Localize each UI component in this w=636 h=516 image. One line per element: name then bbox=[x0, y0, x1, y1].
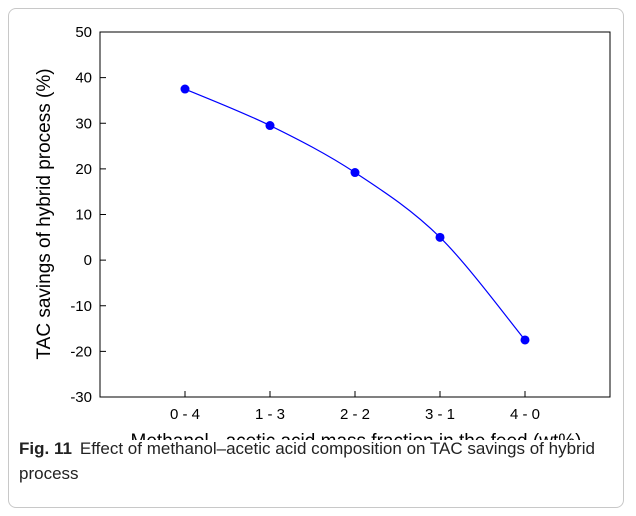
data-point bbox=[180, 84, 190, 94]
y-tick-label: 10 bbox=[75, 207, 92, 224]
figure-caption: Fig. 11 Effect of methanol–acetic acid co… bbox=[19, 436, 619, 486]
x-tick-label: 3 - 1 bbox=[425, 406, 455, 423]
y-tick-label: 0 bbox=[84, 252, 92, 269]
y-tick-label: 30 bbox=[75, 115, 92, 132]
y-tick-label: -20 bbox=[70, 343, 92, 360]
y-tick-label: -30 bbox=[70, 389, 92, 406]
data-point bbox=[265, 121, 275, 131]
x-tick-label: 2 - 2 bbox=[340, 406, 370, 423]
y-tick-label: -10 bbox=[70, 298, 92, 315]
y-tick-label: 50 bbox=[75, 24, 92, 41]
series-points bbox=[180, 84, 530, 345]
plot-area bbox=[99, 31, 611, 398]
caption-text: Effect of methanol–acetic acid compositi… bbox=[19, 439, 595, 483]
x-tick-label: 0 - 4 bbox=[170, 406, 200, 423]
line-chart: -30 -20 -10 0 10 20 30 40 50 0 - 4 1 - 3 2 - 2 3 - … bbox=[34, 24, 611, 440]
x-tick-label: 1 - 3 bbox=[255, 406, 285, 423]
data-point bbox=[435, 232, 445, 242]
x-axis: 0 - 4 1 - 3 2 - 2 3 - 1 4 - 0 bbox=[170, 391, 540, 423]
data-point bbox=[520, 335, 530, 345]
y-tick-label: 40 bbox=[75, 70, 92, 87]
series-line bbox=[184, 88, 526, 341]
y-axis-label: TAC savings of hybrid process (%) bbox=[34, 68, 55, 359]
figure-frame bbox=[8, 8, 624, 508]
x-axis-label: Methanol - acetic acid mass fraction in … bbox=[131, 431, 582, 440]
data-point bbox=[350, 168, 360, 178]
x-tick-label: 4 - 0 bbox=[510, 406, 540, 423]
caption-label: Fig. 11 bbox=[19, 439, 72, 458]
y-tick-label: 20 bbox=[75, 161, 92, 178]
y-axis: -30 -20 -10 0 10 20 30 40 50 bbox=[70, 24, 106, 406]
